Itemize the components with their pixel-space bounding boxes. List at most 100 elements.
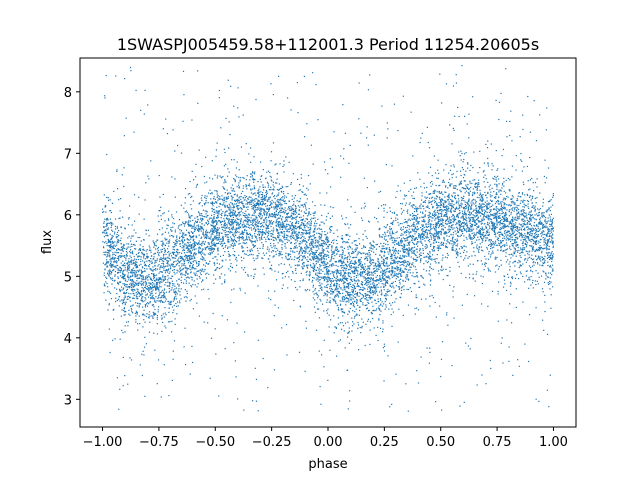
scatter-point [191, 255, 193, 257]
scatter-point [325, 278, 327, 280]
scatter-point [271, 193, 273, 195]
scatter-point [369, 249, 371, 251]
scatter-point [318, 271, 321, 273]
scatter-point [353, 286, 356, 288]
scatter-point [254, 273, 256, 275]
scatter-point [453, 203, 455, 206]
scatter-point [114, 279, 116, 281]
scatter-point [184, 264, 186, 267]
scatter-point [552, 230, 554, 232]
scatter-point [473, 151, 475, 153]
scatter-point [542, 262, 544, 264]
scatter-point [360, 332, 362, 334]
scatter-point [224, 227, 226, 229]
scatter-point [144, 199, 146, 201]
scatter-point [537, 230, 539, 233]
scatter-point [531, 227, 533, 229]
scatter-point [372, 289, 374, 292]
scatter-point [521, 160, 523, 162]
scatter-point [235, 214, 238, 217]
scatter-point [442, 228, 444, 230]
scatter-point [187, 221, 189, 223]
scatter-point [230, 225, 232, 227]
scatter-point [506, 195, 508, 198]
scatter-point [364, 230, 366, 232]
scatter-point [132, 282, 134, 284]
scatter-point [240, 198, 242, 201]
scatter-point [136, 311, 138, 314]
scatter-point [127, 265, 129, 267]
scatter-point [334, 295, 336, 298]
scatter-point [421, 229, 423, 231]
scatter-point [241, 238, 243, 240]
scatter-point [490, 191, 492, 193]
scatter-point [228, 254, 231, 256]
scatter-point [234, 230, 237, 232]
scatter-point [498, 217, 501, 219]
scatter-point [460, 206, 462, 208]
scatter-point [164, 270, 166, 272]
scatter-point [405, 383, 407, 385]
scatter-point [447, 187, 449, 189]
scatter-point [266, 212, 269, 214]
scatter-point [371, 262, 374, 264]
scatter-point [268, 223, 270, 225]
scatter-point [242, 233, 244, 235]
scatter-point [356, 313, 358, 315]
scatter-point [432, 192, 434, 194]
scatter-point [447, 208, 449, 210]
scatter-point [110, 238, 113, 240]
scatter-point [477, 226, 479, 229]
scatter-point [551, 236, 553, 238]
scatter-point [118, 283, 120, 285]
scatter-point [542, 224, 544, 226]
scatter-point [140, 284, 143, 286]
scatter-point [467, 206, 470, 208]
scatter-point [431, 220, 433, 222]
scatter-point [204, 265, 206, 267]
scatter-point [197, 261, 200, 263]
scatter-point [243, 177, 245, 179]
scatter-point [509, 261, 511, 263]
scatter-point [473, 191, 475, 193]
scatter-point [290, 250, 292, 252]
scatter-point [291, 236, 294, 239]
scatter-point [205, 230, 207, 233]
scatter-point [408, 244, 410, 246]
scatter-point [192, 258, 194, 260]
scatter-point [230, 236, 232, 238]
scatter-point [403, 231, 405, 233]
scatter-point [430, 236, 432, 238]
scatter-point [321, 231, 323, 233]
scatter-point [347, 283, 349, 285]
scatter-point [176, 242, 178, 244]
scatter-point [130, 70, 132, 72]
scatter-point [356, 293, 358, 295]
scatter-point [157, 279, 159, 281]
scatter-point [319, 263, 321, 266]
scatter-point [542, 205, 544, 207]
scatter-point [368, 277, 371, 279]
scatter-point [364, 298, 367, 300]
scatter-point [318, 279, 320, 281]
scatter-point [468, 220, 470, 223]
scatter-point [265, 230, 267, 232]
scatter-point [129, 249, 132, 251]
scatter-point [291, 215, 293, 217]
scatter-point [168, 285, 171, 287]
scatter-point [368, 221, 370, 223]
scatter-point [513, 227, 515, 229]
scatter-point [267, 290, 270, 292]
scatter-point [437, 249, 439, 252]
scatter-point [434, 260, 436, 263]
scatter-point [216, 222, 218, 224]
scatter-point [366, 259, 368, 262]
scatter-point [212, 248, 214, 250]
scatter-point [296, 264, 298, 266]
scatter-point [167, 275, 169, 277]
scatter-point [399, 257, 401, 260]
scatter-point [176, 269, 178, 271]
scatter-point [247, 198, 249, 200]
scatter-point [297, 226, 300, 228]
scatter-point [139, 303, 141, 305]
